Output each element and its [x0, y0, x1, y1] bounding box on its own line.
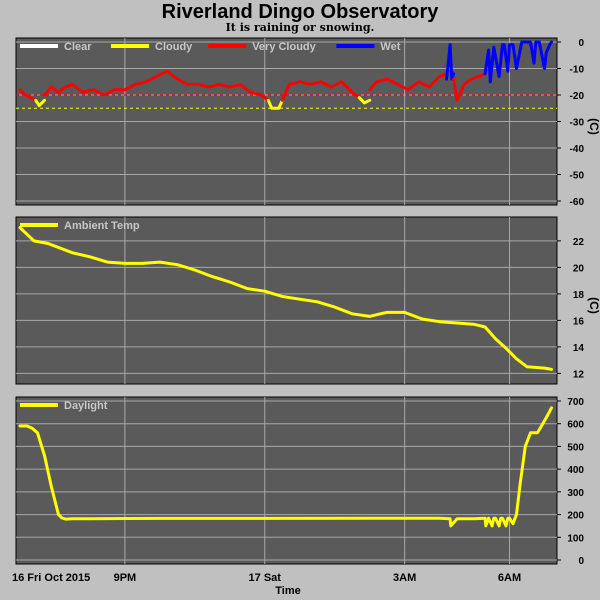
ambient-ytick-label: 18: [573, 290, 585, 301]
x-tick-label: 9PM: [114, 572, 137, 584]
daylight-ytick-label: 600: [567, 420, 584, 431]
page-subtitle: It is raining or snowing.: [225, 21, 375, 34]
daylight-ytick-label: 300: [567, 488, 584, 499]
daylight-ytick-label: 200: [567, 511, 584, 522]
ambient-plot-area: [15, 216, 558, 385]
daylight-ytick-label: 100: [567, 533, 584, 544]
page-title: Riverland Dingo Observatory: [161, 1, 439, 23]
x-start-label: 16 Fri Oct 2015: [12, 572, 90, 584]
cloud-series-cloudy: [266, 98, 284, 110]
cloud-ytick-label: 0: [578, 38, 584, 49]
daylight-ytick-label: 700: [567, 397, 584, 408]
ambient-ytick-label: 20: [573, 263, 585, 274]
legend-label-wet: Wet: [380, 41, 400, 53]
daylight-plot-area: [15, 396, 558, 565]
cloud-series-very-cloudy: [43, 69, 270, 102]
x-tick-label: 6AM: [498, 572, 521, 584]
cloud-series-very-cloudy: [280, 80, 361, 102]
cloud-ytick-label: -40: [570, 144, 585, 155]
legend-label-daylight: Daylight: [64, 400, 108, 412]
daylight-ytick-label: 400: [567, 465, 584, 476]
ambient-ylabel: (C): [587, 297, 600, 314]
cloud-series-wet: [445, 43, 456, 81]
daylight-ytick-label: 0: [578, 556, 584, 567]
cloud-series-very-cloudy: [368, 72, 449, 92]
cloud-ytick-label: -30: [570, 118, 585, 129]
daylight-ytick-label: 500: [567, 442, 584, 453]
cloud-ytick-label: -60: [570, 197, 585, 208]
cloud-series-cloudy: [357, 96, 372, 105]
cloud-ytick-label: -20: [570, 91, 585, 102]
daylight-panel: [15, 396, 561, 565]
ambient-ytick-label: 16: [573, 316, 585, 327]
legend-label-clear: Clear: [64, 41, 92, 53]
cloud-series-cloudy: [34, 98, 46, 108]
x-tick-label: 17 Sat: [249, 572, 282, 584]
ambient-ytick-label: 12: [573, 369, 585, 380]
ambient-panel: [15, 216, 561, 385]
cloud-panel: [15, 37, 561, 206]
ambient-ytick-label: 22: [573, 237, 585, 248]
cloud-ytick-label: -50: [570, 171, 585, 182]
cloud-ylabel: (C): [587, 118, 600, 135]
legend-label-ambient-temp: Ambient Temp: [64, 220, 140, 232]
cloud-series-very-cloudy: [18, 88, 38, 102]
daylight-series-daylight: [18, 406, 553, 528]
cloud-series-very-cloudy: [452, 72, 487, 102]
legend-label-very-cloudy: Very Cloudy: [252, 41, 316, 53]
legend-label-cloudy: Cloudy: [155, 41, 193, 53]
ambient-ytick-label: 14: [573, 343, 585, 354]
x-axis-label: Time: [275, 585, 300, 597]
ambient-series-ambient-temp: [18, 226, 553, 371]
cloud-series-wet: [483, 40, 553, 84]
cloud-ytick-label: -10: [570, 65, 585, 76]
x-tick-label: 3AM: [393, 572, 416, 584]
